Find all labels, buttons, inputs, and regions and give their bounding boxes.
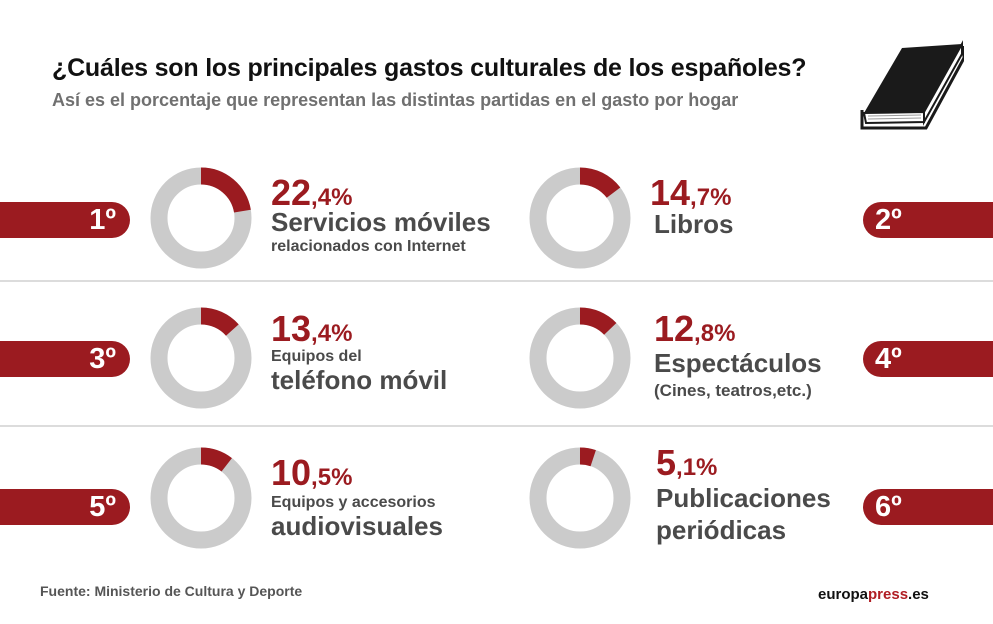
row-divider-2	[0, 425, 993, 427]
slice-equipos-audiovisuales	[200, 447, 232, 472]
slice-libros	[579, 167, 621, 199]
rank-badge-1: 1º	[0, 202, 130, 238]
pct-value-3: 13,4%	[271, 308, 353, 349]
pct-value-4: 12,8%	[654, 308, 736, 349]
pct-value-6: 5,1%	[656, 442, 718, 483]
rank-badge-6: 6º	[863, 489, 993, 525]
book-icon	[860, 40, 964, 130]
chart-title: ¿Cuáles son los principales gastos cultu…	[52, 54, 807, 82]
donut-chart-3	[150, 307, 252, 409]
rank-badge-2: 2º	[863, 202, 993, 238]
label-6-line2: periódicas	[656, 515, 787, 545]
slice-publicaciones	[579, 447, 596, 467]
label-3-line1: Equipos del	[271, 348, 362, 365]
label-1-line2: relacionados con Internet	[271, 238, 466, 255]
label-4-line2: (Cines, teatros,etc.)	[654, 381, 812, 400]
rank-badge-5: 5º	[0, 489, 130, 525]
rank-badge-3: 3º	[0, 341, 130, 377]
source-note: Fuente: Ministerio de Cultura y Deporte	[40, 583, 303, 599]
pct-value-1: 22,4%	[271, 172, 353, 213]
label-4-line1: Espectáculos	[654, 348, 822, 378]
label-1-line1: Servicios móviles	[271, 207, 491, 237]
row-divider-1	[0, 280, 993, 282]
brand-logo: europapress.es	[818, 586, 929, 603]
pct-value-2: 14,7%	[650, 172, 732, 213]
slice-equipos-telefono	[200, 307, 239, 337]
donut-chart-5	[150, 447, 252, 549]
label-6-line1: Publicaciones	[656, 483, 831, 513]
rank-badge-4: 4º	[863, 341, 993, 377]
slice-espectaculos	[579, 307, 617, 336]
label-2-line1: Libros	[654, 209, 734, 239]
slice-servicios-moviles	[200, 167, 251, 214]
donut-chart-2	[529, 167, 631, 269]
donut-chart-4	[529, 307, 631, 409]
donut-chart-1	[150, 167, 252, 269]
pct-value-5: 10,5%	[271, 452, 353, 493]
label-5-line1: Equipos y accesorios	[271, 494, 436, 511]
label-3-line2: teléfono móvil	[271, 365, 448, 395]
donut-chart-6	[529, 447, 631, 549]
label-5-line2: audiovisuales	[271, 511, 443, 541]
chart-subtitle: Así es el porcentaje que representan las…	[52, 90, 739, 110]
